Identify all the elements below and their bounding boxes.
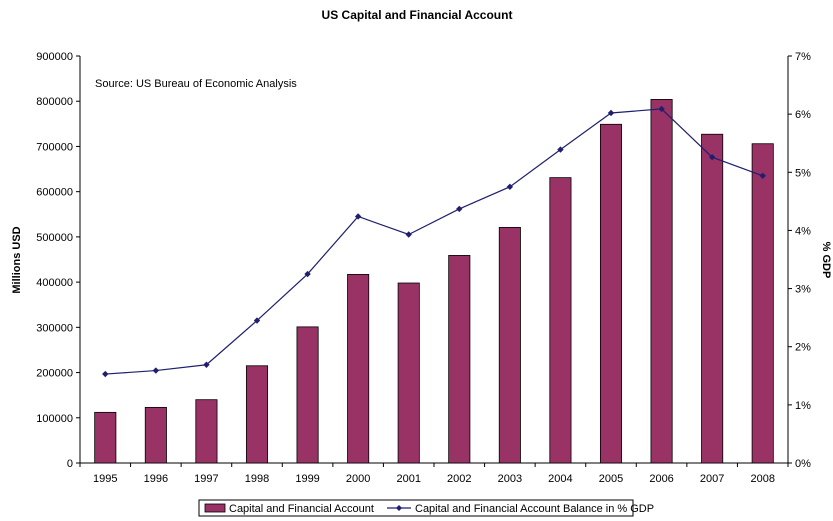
legend-label-bar: Capital and Financial Account xyxy=(229,503,374,515)
y-left-tick-label: 600000 xyxy=(36,187,73,199)
bar xyxy=(498,226,521,464)
bar xyxy=(245,365,269,464)
bar xyxy=(448,255,471,464)
y-right-tick-label: 5% xyxy=(795,167,811,179)
y-left-tick-label: 300000 xyxy=(36,322,73,334)
plot-area: 0 100000 200000 300000 400000 500000 600000 700… xyxy=(36,51,811,485)
y-right-tick-label: 0% xyxy=(795,458,811,470)
legend-bar-swatch xyxy=(204,503,226,513)
line-point xyxy=(253,317,261,324)
line-point xyxy=(152,367,160,374)
line-point xyxy=(607,109,615,117)
y-right-tick-label: 4% xyxy=(795,225,811,237)
line-point xyxy=(759,172,766,179)
y-left-tick-label: 700000 xyxy=(36,141,73,153)
x-tick-label: 2003 xyxy=(498,473,522,485)
y-right-tick-label: 2% xyxy=(795,342,811,354)
y-left-tick-label: 900000 xyxy=(36,51,73,63)
x-tick-label: 1997 xyxy=(194,473,218,485)
x-tick-label: 1996 xyxy=(144,473,168,485)
line-point xyxy=(354,213,362,220)
bar xyxy=(144,406,167,464)
y-left-tick-label: 100000 xyxy=(36,413,73,425)
y-axis-left-title: Millions USD xyxy=(11,226,23,293)
y-right-tick-label: 3% xyxy=(795,284,811,296)
y-left-tick-label: 800000 xyxy=(36,96,73,108)
line-point xyxy=(304,270,311,278)
bar xyxy=(701,133,724,464)
x-tick-label: 1999 xyxy=(295,473,319,485)
x-tick-label: 2004 xyxy=(548,473,572,485)
line-point xyxy=(506,183,514,191)
y-left-tick-label: 200000 xyxy=(36,368,73,380)
x-tick-label: 2006 xyxy=(649,473,673,485)
bar xyxy=(195,399,218,464)
bar xyxy=(94,411,117,464)
y-left-tick-label: 400000 xyxy=(36,277,73,289)
line-point xyxy=(102,370,109,378)
y-left-tick-label: 0 xyxy=(67,458,73,470)
bar xyxy=(599,123,623,464)
y-right-tick-label: 6% xyxy=(795,109,811,121)
legend-label-line: Capital and Financial Account Balance in… xyxy=(415,503,654,515)
y-left-tick-label: 500000 xyxy=(36,232,73,244)
line-point xyxy=(203,361,210,368)
line-point xyxy=(708,153,716,161)
line-point xyxy=(557,146,564,153)
x-tick-label: 2002 xyxy=(447,473,471,485)
bar xyxy=(296,326,319,464)
bar xyxy=(751,143,774,464)
bar xyxy=(397,282,420,464)
x-tick-label: 2007 xyxy=(700,473,724,485)
line-point xyxy=(405,231,412,238)
x-tick-label: 2001 xyxy=(396,473,420,485)
bar xyxy=(650,99,673,464)
legend-box xyxy=(198,499,634,517)
y-right-tick-label: 1% xyxy=(795,400,811,412)
source-annotation: Source: US Bureau of Economic Analysis xyxy=(95,78,297,90)
bar xyxy=(549,177,572,464)
x-tick-label: 2000 xyxy=(346,473,370,485)
x-tick-label: 2008 xyxy=(750,473,774,485)
legend: Capital and Financial Account Capital and… xyxy=(198,499,654,517)
y-right-tick-label: 7% xyxy=(795,51,811,63)
x-tick-label: 1998 xyxy=(245,473,269,485)
line-point xyxy=(658,105,665,113)
line-point xyxy=(456,205,463,213)
x-tick-label: 2005 xyxy=(599,473,623,485)
legend-line-marker xyxy=(396,505,402,511)
bar xyxy=(347,274,370,464)
y-axis-right-title: % GDP xyxy=(820,242,832,279)
x-tick-label: 1995 xyxy=(93,473,117,485)
line-series xyxy=(105,108,763,375)
chart-title: US Capital and Financial Account xyxy=(322,8,513,22)
